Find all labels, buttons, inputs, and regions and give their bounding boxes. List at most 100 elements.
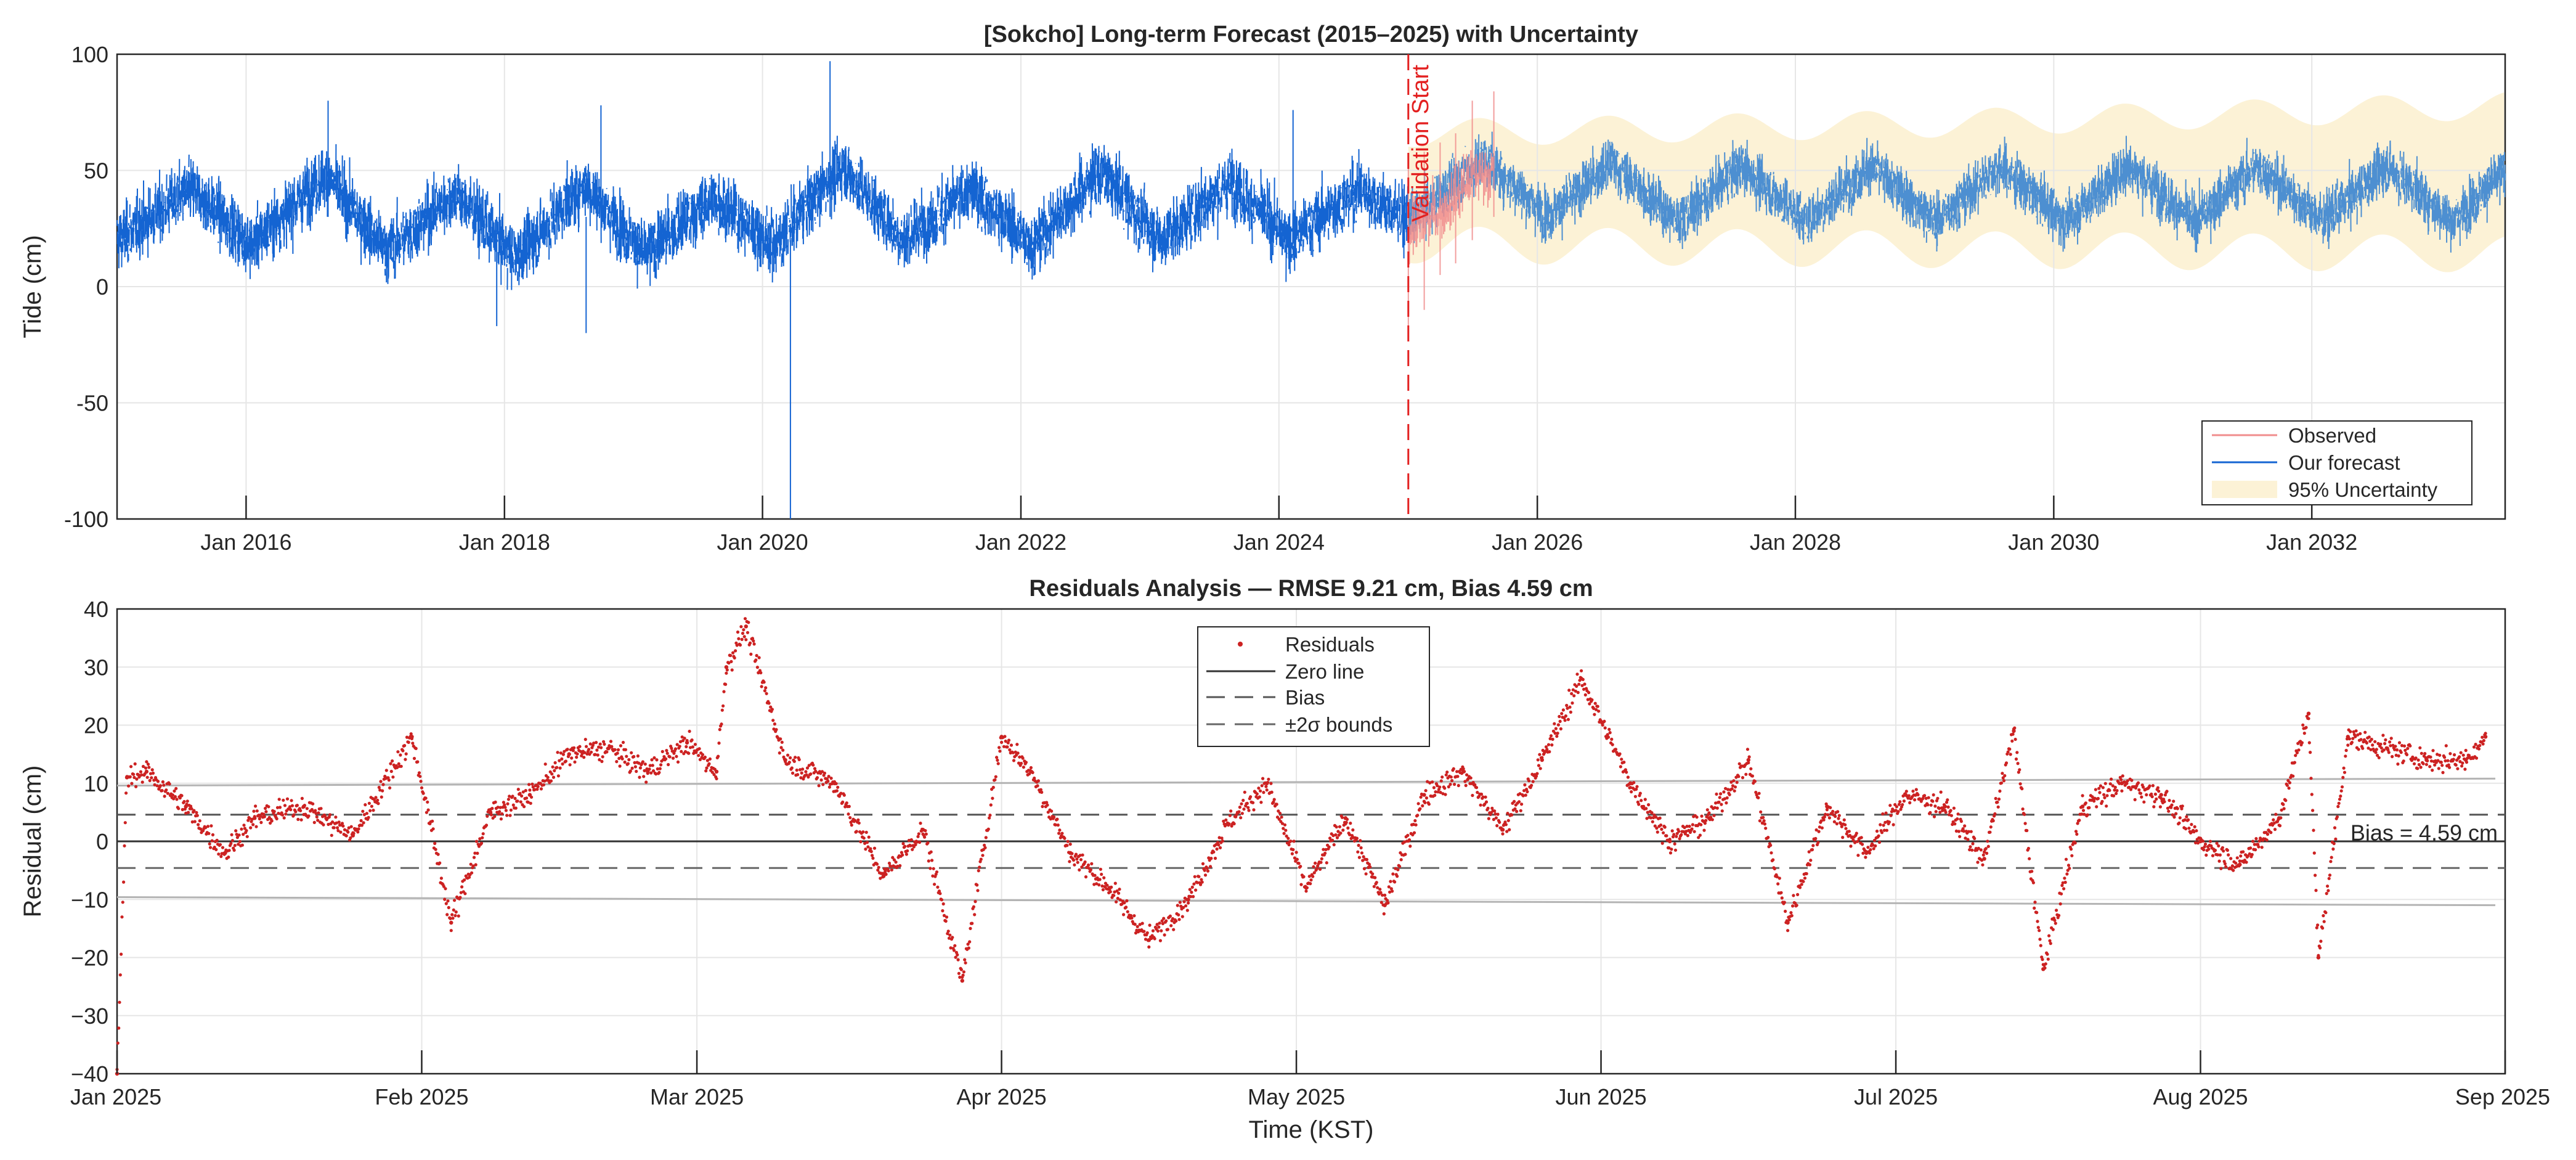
residual-point — [144, 769, 149, 774]
residuals-x-tick-label: Mar 2025 — [650, 1084, 744, 1109]
residual-point — [1265, 781, 1269, 786]
forecast-x-tick-label: Jan 2030 — [2008, 529, 2099, 555]
residuals-y-tick-label: −20 — [71, 946, 108, 971]
residual-point — [1746, 758, 1750, 762]
residual-point — [184, 804, 188, 809]
residual-point — [1383, 903, 1387, 907]
forecast-x-tick-label: Jan 2026 — [1492, 529, 1583, 555]
residual-point — [1029, 769, 1033, 774]
residual-point — [2483, 735, 2488, 739]
legend-swatch-residuals — [1238, 642, 1243, 647]
residual-point — [1825, 804, 1829, 809]
residual-point — [2198, 839, 2203, 844]
residual-point — [1982, 857, 1986, 861]
residual-point — [832, 781, 837, 786]
residuals-chart: −40 −30 −20 −10 0 10 20 30 40 Jan 2025 Feb 2025 Ma… — [19, 576, 2550, 1143]
forecast-x-tick-label: Jan 2020 — [717, 529, 808, 555]
residuals-x-tick-label: Jun 2025 — [1555, 1084, 1646, 1109]
residual-point — [1343, 816, 1347, 820]
residual-point — [1186, 897, 1190, 902]
forecast-y-axis-label: Tide (cm) — [19, 235, 46, 338]
residual-point — [1422, 793, 1426, 797]
residuals-y-tick-label: −40 — [71, 1061, 108, 1087]
residual-point — [1068, 851, 1073, 856]
residual-point — [1903, 793, 1908, 797]
forecast-legend: Observed Our forecast 95% Uncertainty — [2201, 420, 2472, 505]
residual-point — [1225, 822, 1230, 826]
residuals-x-tick-label: Jul 2025 — [1854, 1084, 1938, 1109]
residual-point — [2385, 746, 2389, 751]
forecast-line-train — [116, 61, 1409, 519]
legend-label-residuals: Residuals — [1285, 633, 1375, 656]
residual-point — [1147, 938, 1152, 942]
upper-bound-line — [116, 777, 2496, 787]
forecast-x-tick-label: Jan 2024 — [1233, 529, 1325, 555]
residual-point — [714, 769, 719, 774]
residuals-x-tick-label: Aug 2025 — [2153, 1084, 2248, 1109]
residual-point — [2159, 793, 2163, 797]
uncertainty-band — [1408, 92, 2505, 272]
residual-point — [351, 833, 355, 838]
residuals-points — [115, 617, 2488, 1076]
residual-point — [606, 746, 611, 751]
residual-point — [783, 758, 787, 762]
residuals-y-tick-label: 30 — [84, 655, 108, 680]
residual-point — [999, 735, 1004, 739]
residual-point — [2306, 711, 2311, 716]
residual-point — [1500, 828, 1505, 832]
residual-point — [920, 828, 925, 832]
residual-point — [1668, 839, 1672, 844]
residual-point — [124, 775, 129, 780]
forecast-y-tick-label: 100 — [71, 42, 108, 67]
residual-point — [488, 810, 493, 815]
residual-point — [724, 665, 729, 669]
residual-point — [1786, 920, 1790, 925]
legend-label-observed: Observed — [2288, 424, 2376, 447]
residual-point — [567, 752, 571, 756]
uncertainty-band-layer — [1408, 92, 2505, 272]
residual-point — [253, 816, 257, 820]
forecast-y-tick-label: -50 — [76, 391, 108, 416]
residual-point — [1304, 886, 1309, 890]
residual-point — [1461, 769, 1466, 774]
residual-point — [223, 851, 227, 856]
legend-label-uncertainty: 95% Uncertainty — [2288, 478, 2438, 501]
residual-point — [449, 920, 453, 925]
residual-point — [527, 793, 532, 797]
forecast-lines — [116, 54, 2506, 519]
residual-point — [881, 874, 886, 878]
residual-point — [2346, 735, 2350, 739]
residual-point — [2424, 758, 2429, 762]
residual-point — [646, 769, 650, 774]
residuals-x-tick-label: Jan 2025 — [70, 1084, 161, 1109]
legend-label-sigma-bounds: ±2σ bounds — [1285, 713, 1392, 736]
residual-point — [1707, 816, 1712, 820]
legend-label-forecast: Our forecast — [2288, 451, 2400, 474]
residuals-legend: Residuals Zero line Bias ±2σ bounds — [1197, 626, 1430, 747]
forecast-x-tick-label: Jan 2028 — [1750, 529, 1841, 555]
residuals-y-tick-label: −10 — [71, 887, 108, 912]
residual-point — [2041, 967, 2046, 971]
residual-point — [685, 740, 689, 745]
forecast-chart-title: [Sokcho] Long-term Forecast (2015–2025) … — [984, 22, 1638, 47]
residual-point — [2277, 816, 2281, 820]
lower-bound-line — [116, 896, 2496, 907]
residuals-x-ticks: Jan 2025 Feb 2025 Mar 2025 Apr 2025 May 2025… — [70, 1050, 2550, 1109]
forecast-x-tick-label: Jan 2016 — [200, 529, 291, 555]
residual-point — [1943, 804, 1947, 809]
residuals-reference-lines — [116, 777, 2505, 907]
bias-annotation: Bias = 4.59 cm — [2350, 820, 2498, 846]
residuals-y-ticks: −40 −30 −20 −10 0 10 20 30 40 — [71, 597, 108, 1087]
residual-point — [1864, 851, 1869, 856]
residual-point — [1579, 676, 1583, 681]
forecast-y-tick-label: 50 — [84, 158, 108, 184]
forecast-y-tick-label: 0 — [96, 274, 108, 300]
residual-point — [1540, 758, 1544, 762]
forecast-axes-box — [116, 53, 2506, 520]
validation-start-label: Validation Start — [1408, 65, 1434, 222]
forecast-x-tick-label: Jan 2032 — [2266, 529, 2357, 555]
residual-point — [2464, 758, 2468, 762]
legend-swatch-uncertainty — [2212, 481, 2277, 498]
forecast-y-tick-label: -100 — [64, 507, 108, 532]
